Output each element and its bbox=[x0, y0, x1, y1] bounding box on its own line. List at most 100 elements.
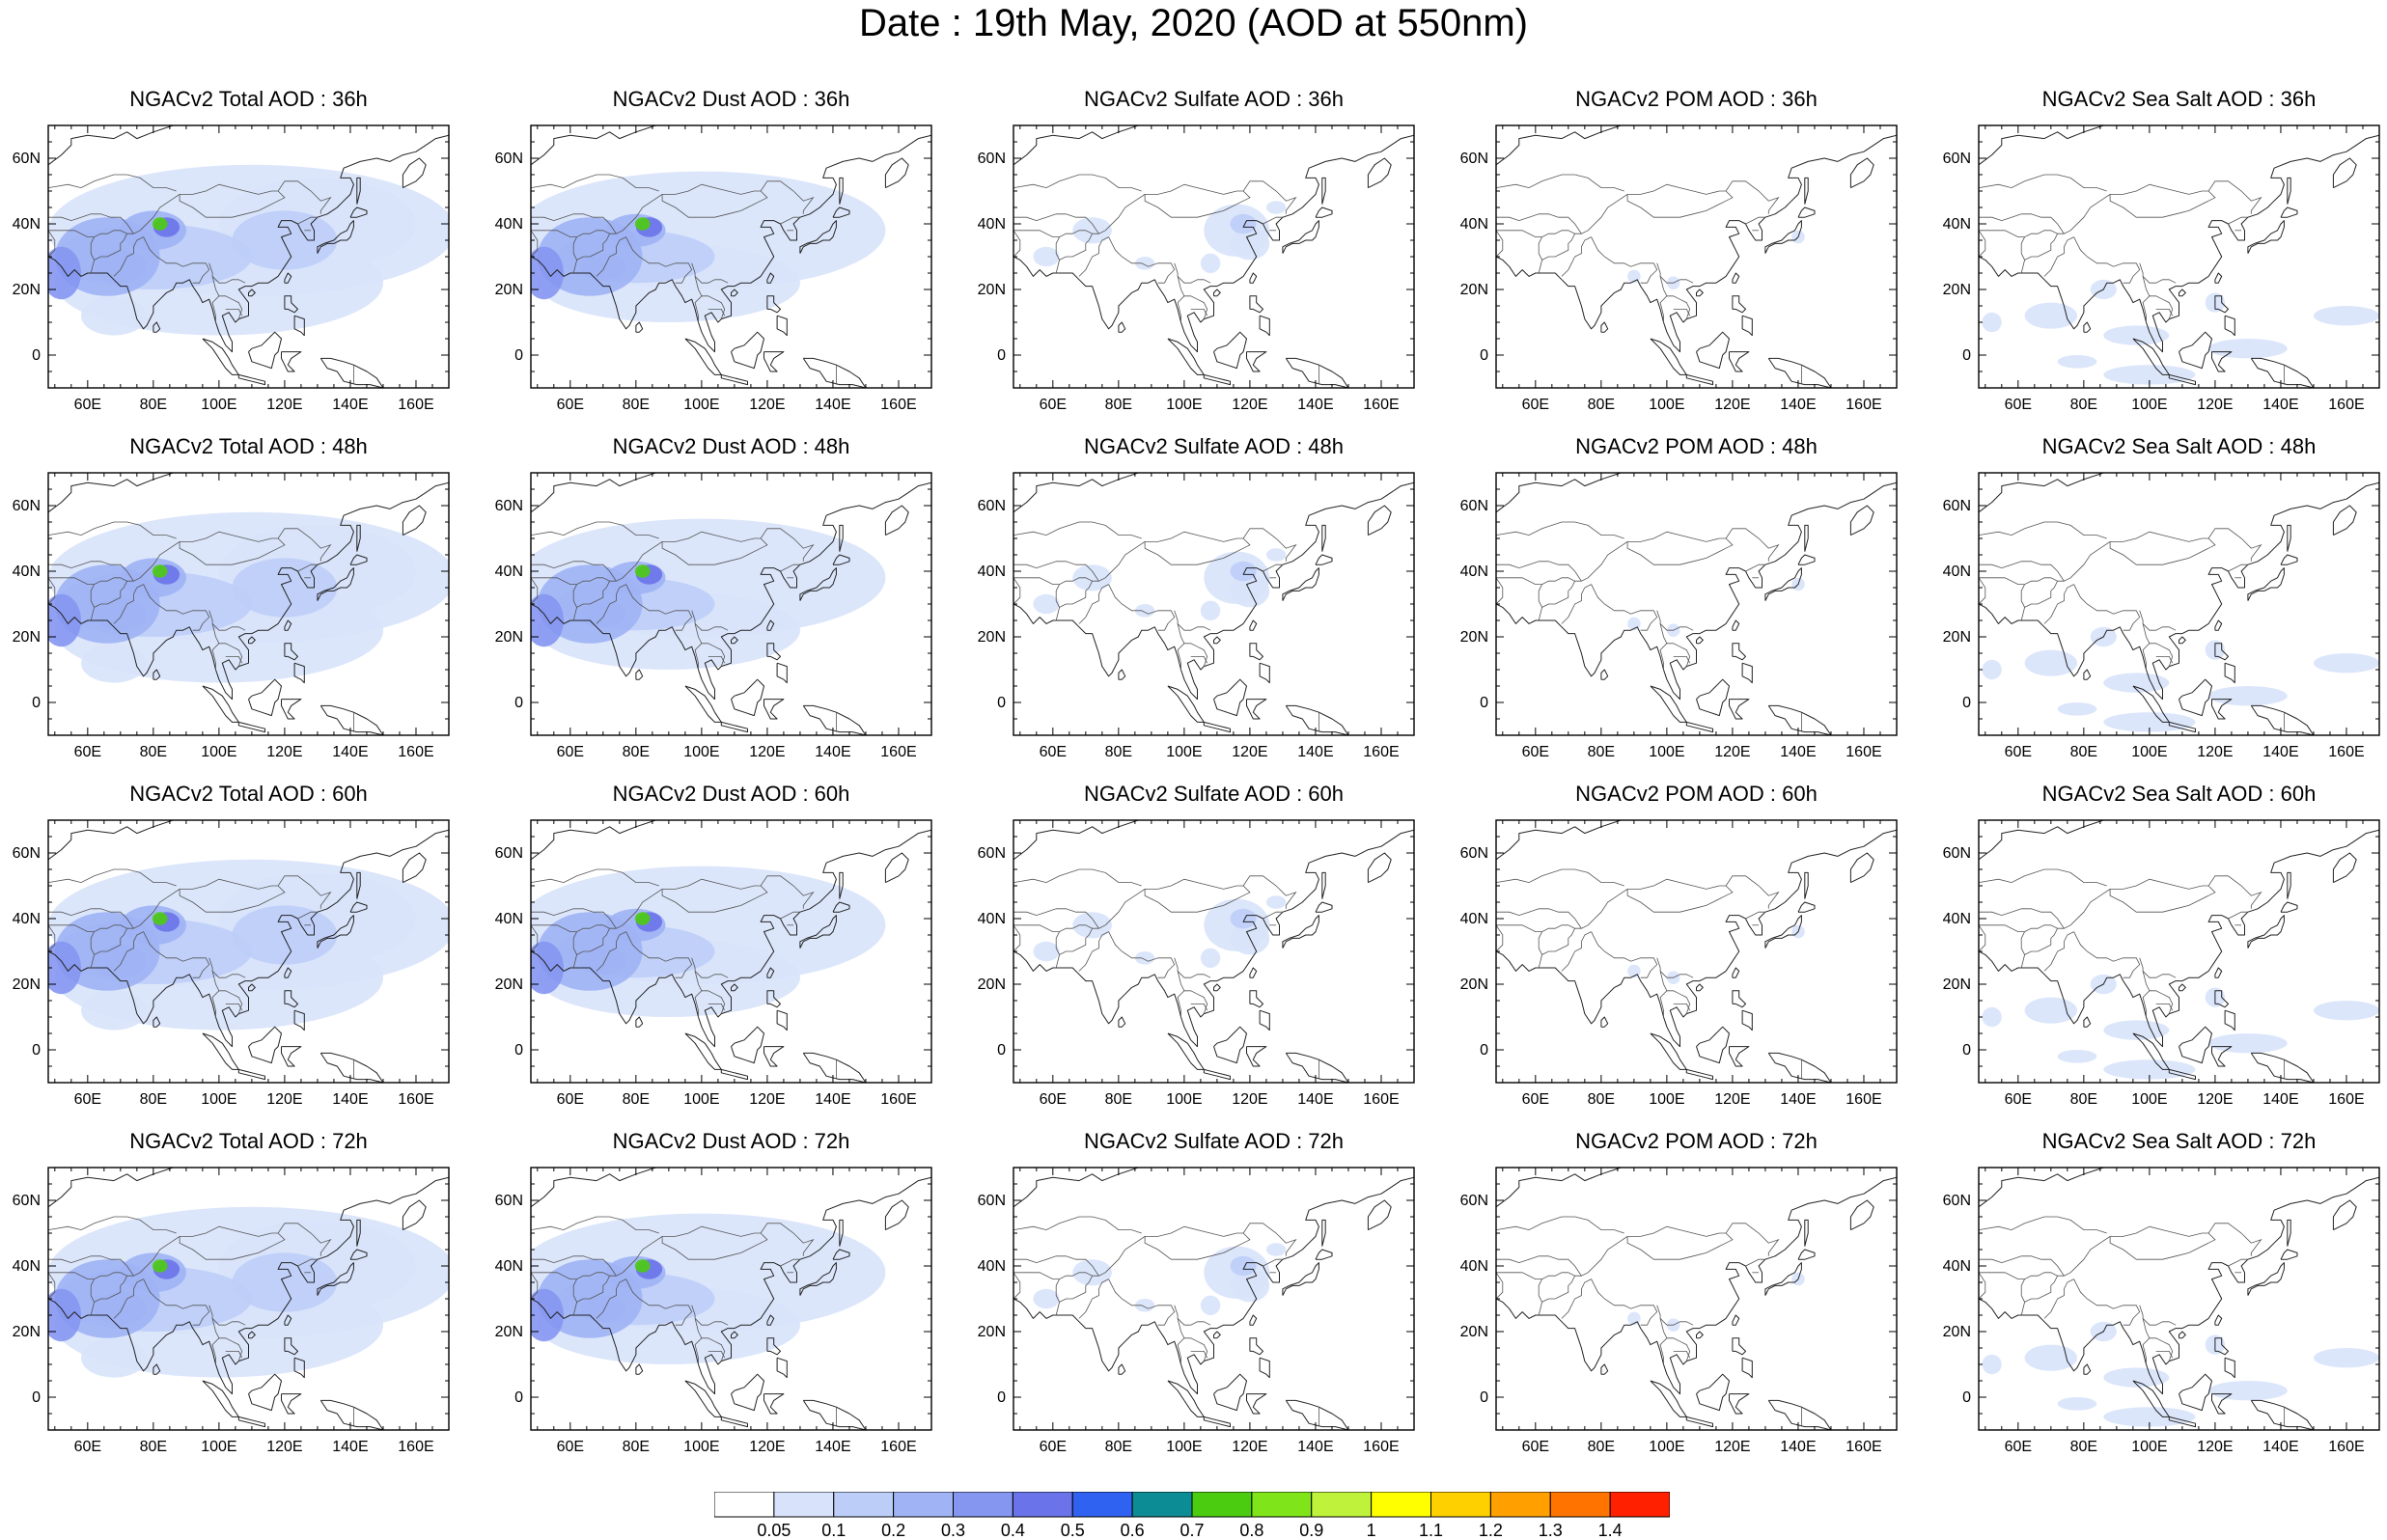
map-plot: 60E 80E 100E 120E 140E 160E 0 20N 40N 60N bbox=[1943, 819, 2380, 1108]
aod-shading bbox=[48, 1206, 449, 1378]
colorbar-label: 0.2 bbox=[881, 1521, 905, 1540]
map-panel: NGACv2 Sulfate AOD : 48h 60E 80E 100E 120E 14… bbox=[978, 434, 1415, 760]
map-plot: 60E 80E 100E 120E 140E 160E 0 20N 40N 60N bbox=[13, 472, 450, 760]
axis-ticks bbox=[1979, 819, 2380, 1084]
lon-tick-label: 80E bbox=[2070, 397, 2097, 413]
aod-shade-region bbox=[531, 941, 564, 995]
colorbar-swatch bbox=[953, 1492, 1013, 1518]
lon-tick-label: 120E bbox=[2197, 1439, 2233, 1455]
lat-tick-label: 20N bbox=[978, 282, 1006, 298]
axis-ticks bbox=[531, 1167, 932, 1431]
lon-tick-label: 100E bbox=[2131, 1439, 2167, 1455]
coastline-map bbox=[48, 1168, 449, 1430]
plot-frame bbox=[1495, 472, 1898, 736]
lon-tick-label: 160E bbox=[1363, 1439, 1399, 1455]
colorbar-swatch bbox=[1012, 1492, 1073, 1518]
axis-ticks bbox=[1979, 472, 2380, 736]
aod-shade-region bbox=[48, 941, 81, 995]
lat-tick-label: 60N bbox=[978, 498, 1006, 514]
lon-tick-label: 100E bbox=[1166, 744, 1202, 760]
lat-tick-label: 20N bbox=[13, 282, 41, 298]
colorbar-label: 0.6 bbox=[1121, 1521, 1145, 1540]
lon-tick-label: 60E bbox=[1522, 397, 1549, 413]
coastline-map bbox=[48, 125, 449, 388]
lat-tick-label: 20N bbox=[1943, 629, 1971, 646]
lon-tick-label: 160E bbox=[398, 744, 433, 760]
lon-tick-label: 60E bbox=[2005, 1091, 2032, 1108]
lon-tick-label: 140E bbox=[2262, 1091, 2298, 1108]
aod-shade-region bbox=[2103, 712, 2196, 732]
coastline-map bbox=[531, 125, 931, 388]
aod-shade-region bbox=[531, 593, 564, 647]
country-borders bbox=[531, 868, 837, 1080]
lon-tick-label: 100E bbox=[683, 1439, 719, 1455]
lat-tick-label: 40N bbox=[1460, 216, 1488, 233]
aod-shade-region bbox=[48, 1288, 81, 1342]
map-panel: NGACv2 POM AOD : 48h 60E 80E 100E 120E 140E 16… bbox=[1460, 434, 1898, 760]
panel-title: NGACv2 POM AOD : 48h bbox=[1575, 434, 1818, 458]
panel-title: NGACv2 Dust AOD : 48h bbox=[612, 434, 850, 458]
lon-tick-label: 60E bbox=[2005, 397, 2032, 413]
lat-tick-label: 0 bbox=[997, 1042, 1006, 1059]
aod-shade-region bbox=[2208, 339, 2288, 359]
colorbar-swatch bbox=[1549, 1492, 1611, 1518]
aod-shade-region bbox=[1033, 941, 1060, 962]
aod-shade-region bbox=[2103, 365, 2196, 385]
panel-title: NGACv2 Total AOD : 72h bbox=[129, 1129, 368, 1153]
aod-shade-region bbox=[152, 564, 168, 578]
lon-tick-label: 140E bbox=[1780, 1439, 1816, 1455]
country-borders bbox=[531, 174, 837, 385]
lon-tick-label: 160E bbox=[2328, 1439, 2364, 1455]
lon-tick-label: 80E bbox=[2070, 1091, 2097, 1108]
map-plot: 60E 80E 100E 120E 140E 160E 0 20N 40N 60N bbox=[13, 124, 450, 413]
country-borders bbox=[1496, 174, 1802, 385]
colorbar-label: 0.5 bbox=[1061, 1521, 1085, 1540]
aod-shade-region bbox=[634, 564, 651, 578]
colorbar-swatch bbox=[1071, 1492, 1133, 1518]
aod-shading bbox=[531, 171, 886, 322]
lat-tick-label: 60N bbox=[495, 498, 523, 514]
map-panel: NGACv2 Sulfate AOD : 72h 60E 80E 100E 120E 14… bbox=[978, 1129, 1415, 1455]
lat-tick-label: 40N bbox=[1460, 1258, 1488, 1275]
lat-tick-label: 60N bbox=[1943, 498, 1971, 514]
lat-tick-label: 40N bbox=[13, 1258, 41, 1275]
lon-tick-label: 160E bbox=[1846, 1439, 1881, 1455]
lat-tick-label: 20N bbox=[1460, 976, 1488, 993]
plot-frame bbox=[1978, 1167, 2380, 1431]
colorbar-swatch bbox=[1131, 1492, 1193, 1518]
lon-tick-label: 80E bbox=[140, 744, 167, 760]
colorbar-label: 0.3 bbox=[941, 1521, 965, 1540]
lat-tick-label: 60N bbox=[1460, 1193, 1488, 1209]
lon-tick-label: 140E bbox=[332, 744, 368, 760]
lon-tick-label: 140E bbox=[1297, 744, 1333, 760]
figure-title: Date : 19th May, 2020 (AOD at 550nm) bbox=[859, 2, 1528, 44]
coastline-map bbox=[1496, 820, 1897, 1083]
aod-shade-region bbox=[1230, 908, 1257, 929]
lon-tick-label: 120E bbox=[1714, 744, 1750, 760]
lon-tick-label: 80E bbox=[623, 744, 650, 760]
map-plot: 60E 80E 100E 120E 140E 160E 0 20N 40N 60N bbox=[1460, 819, 1898, 1108]
lon-tick-label: 120E bbox=[266, 397, 302, 413]
lon-tick-label: 100E bbox=[1166, 1439, 1202, 1455]
lon-tick-label: 60E bbox=[1522, 744, 1549, 760]
lon-tick-label: 80E bbox=[623, 1439, 650, 1455]
aod-shading bbox=[1982, 279, 2379, 385]
lat-tick-label: 0 bbox=[1962, 1042, 1971, 1059]
panel-title: NGACv2 POM AOD : 36h bbox=[1575, 87, 1818, 111]
map-panel: NGACv2 Sulfate AOD : 36h 60E 80E 100E 120E 14… bbox=[978, 87, 1415, 413]
axis-ticks bbox=[531, 124, 932, 389]
coastline-map bbox=[1013, 1168, 1414, 1430]
lon-tick-label: 160E bbox=[398, 1091, 433, 1108]
lon-tick-label: 100E bbox=[1649, 397, 1684, 413]
aod-shade-region bbox=[2103, 1059, 2196, 1080]
lat-tick-label: 40N bbox=[1943, 911, 1971, 927]
aod-shading bbox=[1982, 626, 2379, 732]
panel-title: NGACv2 Dust AOD : 36h bbox=[612, 87, 850, 111]
lon-tick-label: 120E bbox=[2197, 744, 2233, 760]
aod-shade-region bbox=[2103, 1367, 2170, 1388]
map-plot: 60E 80E 100E 120E 140E 160E 0 20N 40N 60N bbox=[495, 472, 932, 760]
lat-tick-label: 40N bbox=[13, 216, 41, 233]
aod-shade-region bbox=[1982, 1006, 2002, 1028]
aod-shade-region bbox=[2103, 673, 2170, 693]
lat-tick-label: 40N bbox=[1460, 911, 1488, 927]
